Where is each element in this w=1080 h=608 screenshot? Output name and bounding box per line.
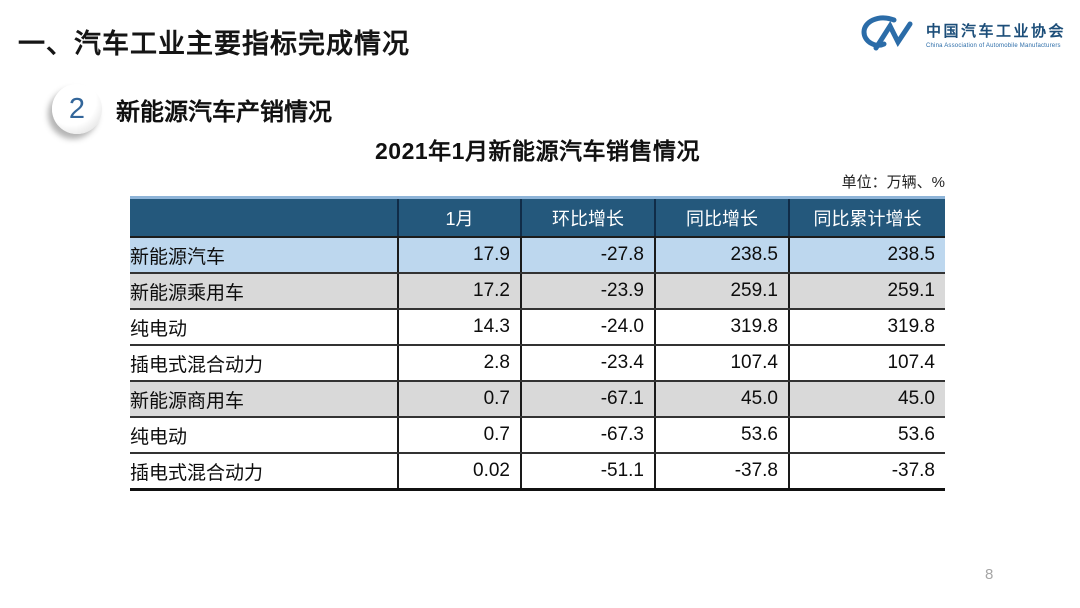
cell-yoy-cumulative-growth: 259.1 xyxy=(788,273,945,310)
table-row: 纯电动 0.7 -67.3 53.6 53.6 xyxy=(130,417,945,454)
cell-yoy-growth: 259.1 xyxy=(654,273,789,310)
row-label: 新能源乘用车 xyxy=(130,273,398,310)
table-row: 新能源乘用车 17.2 -23.9 259.1 259.1 xyxy=(130,273,945,310)
caam-logo: 中国汽车工业协会 China Association of Automobile… xyxy=(860,12,1066,56)
table-row: 插电式混合动力 2.8 -23.4 107.4 107.4 xyxy=(130,345,945,382)
cell-yoy-growth: 238.5 xyxy=(654,237,789,274)
section-number-badge: 2 xyxy=(52,84,102,134)
nev-sales-table: 1月 环比增长 同比增长 同比累计增长 新能源汽车 17.9 -27.8 238… xyxy=(130,196,945,491)
table-row: 新能源商用车 0.7 -67.1 45.0 45.0 xyxy=(130,381,945,418)
table-row: 新能源汽车 17.9 -27.8 238.5 238.5 xyxy=(130,237,945,274)
cell-mom-growth: -23.4 xyxy=(520,345,655,382)
cell-yoy-growth: 319.8 xyxy=(654,309,789,346)
table-row: 纯电动 14.3 -24.0 319.8 319.8 xyxy=(130,309,945,346)
column-header-january: 1月 xyxy=(397,196,521,238)
caam-name-cn: 中国汽车工业协会 xyxy=(925,22,1066,40)
cell-mom-growth: -24.0 xyxy=(520,309,655,346)
section-title: 新能源汽车产销情况 xyxy=(116,98,332,126)
cell-january: 17.2 xyxy=(397,273,521,310)
slide-title: 一、汽车工业主要指标完成情况 xyxy=(18,29,410,59)
cell-mom-growth: -27.8 xyxy=(520,237,655,274)
cell-january: 0.7 xyxy=(397,381,521,418)
cell-yoy-growth: 53.6 xyxy=(654,417,789,454)
cell-yoy-cumulative-growth: -37.8 xyxy=(788,453,945,491)
row-label: 纯电动 xyxy=(130,417,398,454)
cell-mom-growth: -67.1 xyxy=(520,381,655,418)
table-title: 2021年1月新能源汽车销售情况 xyxy=(375,138,700,164)
cell-january: 17.9 xyxy=(397,237,521,274)
cell-january: 2.8 xyxy=(397,345,521,382)
table-row: 插电式混合动力 0.02 -51.1 -37.8 -37.8 xyxy=(130,453,945,491)
cell-january: 0.02 xyxy=(397,453,521,491)
cell-mom-growth: -23.9 xyxy=(520,273,655,310)
cell-yoy-cumulative-growth: 45.0 xyxy=(788,381,945,418)
caam-name-en: China Association of Automobile Manufact… xyxy=(925,42,1061,49)
column-header-mom-growth: 环比增长 xyxy=(520,196,655,238)
page-number: 8 xyxy=(985,566,994,583)
caam-logo-text: 中国汽车工业协会 China Association of Automobile… xyxy=(926,20,1066,49)
table-header-row: 1月 环比增长 同比增长 同比累计增长 xyxy=(130,196,945,238)
cell-yoy-growth: 107.4 xyxy=(654,345,789,382)
row-label: 纯电动 xyxy=(130,309,398,346)
column-header-yoy-growth: 同比增长 xyxy=(654,196,789,238)
section-number: 2 xyxy=(68,92,86,125)
row-label: 新能源商用车 xyxy=(130,381,398,418)
cell-yoy-growth: -37.8 xyxy=(654,453,789,491)
row-label: 插电式混合动力 xyxy=(130,345,398,382)
cell-yoy-cumulative-growth: 107.4 xyxy=(788,345,945,382)
cell-yoy-growth: 45.0 xyxy=(654,381,789,418)
cell-mom-growth: -51.1 xyxy=(520,453,655,491)
section-header: 2 新能源汽车产销情况 xyxy=(52,84,332,134)
unit-label: 单位：万辆、% xyxy=(841,174,945,191)
cell-yoy-cumulative-growth: 319.8 xyxy=(788,309,945,346)
column-header-yoy-cumulative-growth: 同比累计增长 xyxy=(788,196,945,238)
cell-mom-growth: -67.3 xyxy=(520,417,655,454)
row-label: 新能源汽车 xyxy=(130,237,398,274)
cell-january: 14.3 xyxy=(397,309,521,346)
caam-monogram-icon xyxy=(861,15,913,51)
row-label: 插电式混合动力 xyxy=(130,453,398,491)
cell-january: 0.7 xyxy=(397,417,521,454)
column-header-label xyxy=(130,196,398,238)
cell-yoy-cumulative-growth: 238.5 xyxy=(788,237,945,274)
cell-yoy-cumulative-growth: 53.6 xyxy=(788,417,945,454)
